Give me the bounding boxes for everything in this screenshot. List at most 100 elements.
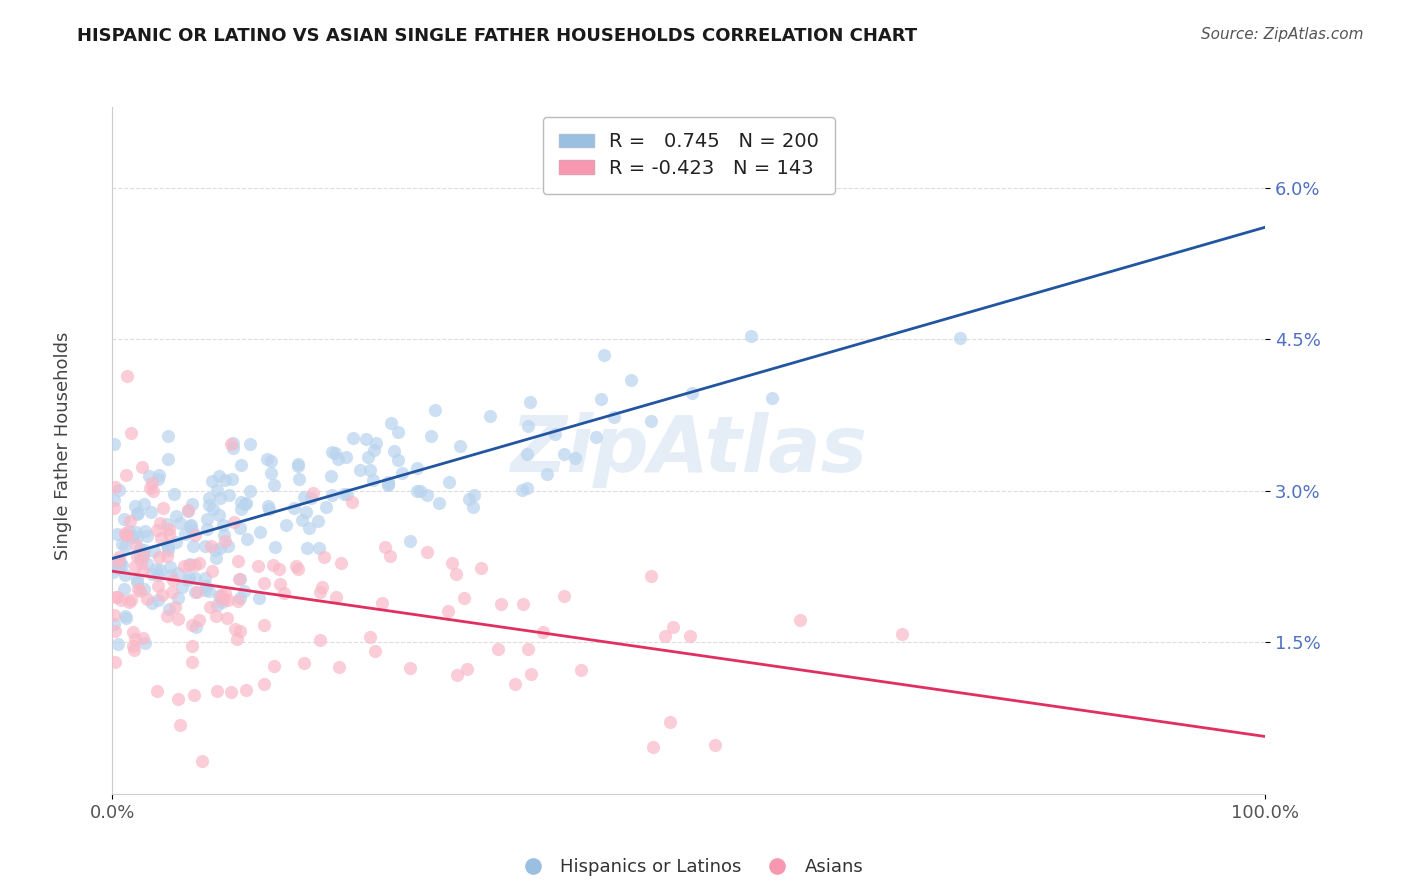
Point	[479, 409, 502, 423]
Point	[165, 600, 187, 615]
Point	[197, 512, 219, 526]
Point	[181, 539, 204, 553]
Point	[108, 555, 131, 569]
Point	[186, 584, 208, 599]
Point	[187, 613, 209, 627]
Point	[195, 522, 218, 536]
Point	[148, 549, 170, 564]
Point	[167, 611, 190, 625]
Point	[180, 618, 202, 632]
Point	[146, 523, 169, 537]
Point	[620, 373, 643, 387]
Point	[157, 602, 180, 616]
Point	[146, 568, 169, 582]
Point	[201, 564, 224, 578]
Point	[569, 663, 592, 677]
Point	[111, 537, 134, 551]
Text: ZipAtlas: ZipAtlas	[510, 412, 868, 489]
Point	[519, 395, 541, 409]
Point	[703, 738, 725, 752]
Point	[127, 582, 149, 596]
Point	[205, 551, 228, 566]
Point	[536, 467, 558, 481]
Point	[179, 557, 201, 571]
Point	[115, 528, 138, 542]
Point	[108, 550, 131, 565]
Point	[516, 642, 538, 657]
Point	[287, 472, 309, 486]
Point	[233, 497, 256, 511]
Point	[420, 429, 443, 443]
Point	[169, 516, 191, 531]
Point	[195, 579, 218, 593]
Point	[183, 688, 205, 702]
Point	[124, 632, 146, 646]
Point	[239, 484, 262, 499]
Point	[330, 556, 353, 570]
Point	[177, 504, 200, 518]
Point	[263, 478, 285, 492]
Point	[486, 641, 509, 656]
Point	[184, 571, 207, 585]
Point	[157, 452, 180, 467]
Point	[377, 478, 399, 492]
Point	[222, 441, 245, 455]
Point	[191, 754, 214, 768]
Point	[135, 592, 157, 607]
Point	[295, 541, 318, 556]
Point	[463, 488, 485, 502]
Point	[205, 609, 228, 624]
Point	[214, 586, 236, 600]
Point	[114, 568, 136, 582]
Point	[142, 484, 165, 499]
Point	[180, 517, 202, 532]
Point	[121, 530, 143, 544]
Point	[544, 427, 567, 442]
Point	[112, 511, 135, 525]
Legend: Hispanics or Latinos, Asians: Hispanics or Latinos, Asians	[508, 851, 870, 883]
Point	[336, 487, 359, 501]
Point	[148, 472, 170, 486]
Point	[122, 639, 145, 653]
Point	[194, 571, 217, 585]
Point	[323, 446, 346, 460]
Point	[207, 684, 229, 698]
Point	[267, 562, 290, 576]
Point	[165, 535, 187, 549]
Point	[177, 558, 200, 572]
Point	[103, 493, 125, 508]
Point	[222, 516, 245, 530]
Point	[229, 501, 252, 516]
Point	[308, 584, 330, 599]
Point	[221, 471, 243, 485]
Point	[308, 514, 330, 528]
Point	[236, 533, 259, 547]
Point	[136, 529, 159, 543]
Point	[179, 518, 201, 533]
Point	[221, 437, 243, 451]
Point	[585, 430, 607, 444]
Point	[138, 469, 160, 483]
Point	[239, 436, 262, 450]
Point	[249, 525, 271, 540]
Point	[208, 491, 231, 505]
Point	[103, 501, 125, 516]
Point	[253, 576, 276, 591]
Point	[382, 444, 405, 458]
Point	[387, 453, 409, 467]
Point	[229, 458, 252, 472]
Point	[146, 579, 169, 593]
Point	[377, 475, 399, 489]
Point	[328, 660, 350, 674]
Point	[891, 626, 914, 640]
Point	[374, 540, 396, 554]
Point	[125, 508, 148, 522]
Point	[359, 463, 381, 477]
Point	[127, 572, 149, 586]
Point	[214, 473, 236, 487]
Point	[292, 656, 315, 670]
Point	[177, 503, 200, 517]
Point	[516, 482, 538, 496]
Point	[181, 523, 204, 537]
Point	[188, 556, 211, 570]
